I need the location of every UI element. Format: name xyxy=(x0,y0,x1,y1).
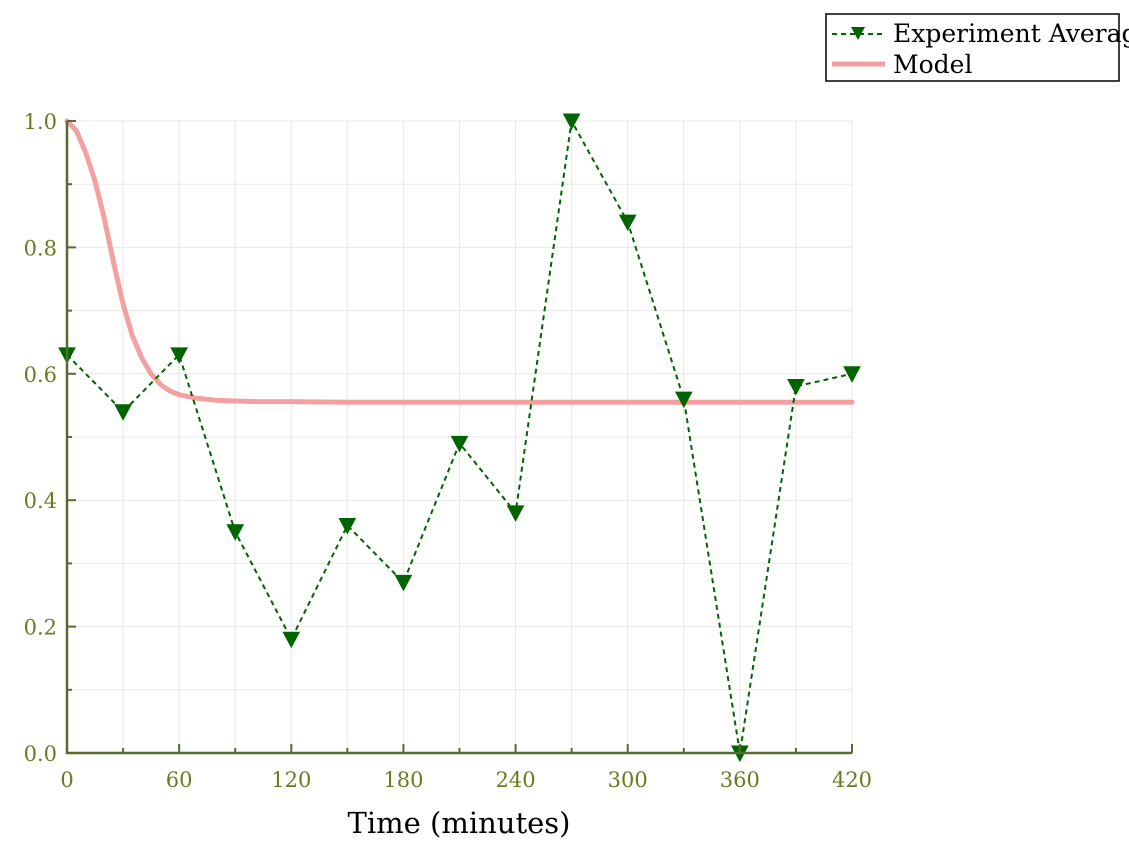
data-point-experiment-average xyxy=(282,631,301,649)
data-point-experiment-average xyxy=(394,574,413,592)
legend-box xyxy=(825,13,1120,82)
data-point-experiment-average xyxy=(338,517,357,535)
data-point-experiment-average xyxy=(506,505,525,522)
data-point-experiment-average xyxy=(618,214,637,232)
data-point-experiment-average xyxy=(114,404,132,421)
legend: Experiment Average Model xyxy=(825,13,1129,82)
x-tick-label: 240 xyxy=(496,768,536,792)
y-tick-label: 0.4 xyxy=(24,489,57,513)
x-tick-label: 420 xyxy=(832,768,872,792)
data-point-experiment-average xyxy=(674,391,693,409)
x-axis-title: Time (minutes) xyxy=(348,806,571,840)
y-tick-label: 0.0 xyxy=(24,742,57,766)
grid xyxy=(67,120,853,753)
x-tick-label: 180 xyxy=(383,768,423,792)
data-point-experiment-average xyxy=(170,347,188,364)
x-tick-label: 300 xyxy=(608,768,648,792)
data-point-experiment-average xyxy=(226,524,245,541)
ticks: 0 60 120 180 240 300 360 420 0.0 0.2 0.4 0.6 0.8 1.0 xyxy=(24,110,872,792)
y-tick-label: 0.8 xyxy=(24,236,57,260)
legend-marker-experiment-average xyxy=(851,27,865,40)
data-point-experiment-average xyxy=(787,378,805,396)
x-tick-label: 60 xyxy=(166,768,193,792)
y-tick-label: 0.2 xyxy=(24,616,57,640)
y-tick-label: 0.6 xyxy=(24,363,57,387)
y-tick-label: 1.0 xyxy=(24,110,57,134)
data-point-experiment-average xyxy=(843,366,861,383)
legend-label-model: Model xyxy=(893,50,972,79)
series-layer xyxy=(58,113,861,763)
x-tick-label: 360 xyxy=(720,768,760,792)
x-tick-label: 0 xyxy=(60,768,73,792)
series-line-model xyxy=(64,118,855,405)
legend-label-experiment-average: Experiment Average xyxy=(893,19,1129,48)
data-point-experiment-average xyxy=(562,113,581,131)
x-tick-label: 120 xyxy=(271,768,311,792)
data-point-experiment-average xyxy=(450,435,469,453)
